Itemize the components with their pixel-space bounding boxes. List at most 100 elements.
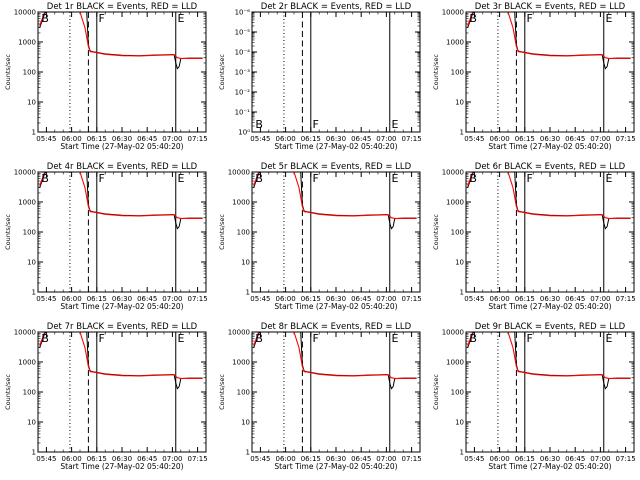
x-axis-label: Start Time (27-May-02 05:40:20) (274, 462, 397, 471)
panel-3: Det 3r BLACK = Events, RED = LLD Counts/s… (432, 2, 636, 151)
marker-letter-b: B (469, 172, 477, 185)
x-tick-label: 06:00 (62, 455, 82, 463)
x-tick-label: 07:15 (616, 295, 636, 303)
y-tick-label: 1 (246, 449, 250, 457)
y-tick-label: 1000 (446, 359, 464, 367)
y-tick-label: 100 (237, 389, 250, 397)
x-tick-label: 06:30 (326, 455, 346, 463)
marker-letter-f: F (312, 118, 318, 131)
y-tick-label: 10 (241, 419, 250, 427)
y-tick-label: 10000 (14, 329, 36, 337)
y-tick-label: 10⁻⁶ (235, 9, 251, 17)
plot-frame (465, 331, 635, 453)
x-tick-label: 05:45 (250, 455, 270, 463)
plot-frame (465, 11, 635, 133)
marker-letter-b: B (255, 172, 263, 185)
panel-title: Det 5r BLACK = Events, RED = LLD (261, 162, 412, 172)
x-tick-label: 05:45 (464, 295, 484, 303)
x-tick-label: 06:45 (351, 455, 371, 463)
y-axis-label: Counts/sec (432, 54, 440, 90)
marker-letter-e: E (177, 12, 184, 25)
y-tick-label: 10000 (228, 329, 250, 337)
marker-letter-f: F (98, 172, 104, 185)
x-tick-label: 07:00 (590, 455, 610, 463)
y-tick-label: 10 (455, 259, 464, 267)
y-tick-label: 10 (455, 99, 464, 107)
y-tick-label: 10 (27, 419, 36, 427)
y-tick-label: 1000 (18, 39, 36, 47)
marker-letter-b: B (255, 332, 263, 345)
x-tick-label: 07:15 (402, 295, 422, 303)
y-tick-label: 1000 (232, 199, 250, 207)
panel-1: Det 1r BLACK = Events, RED = LLD Counts/s… (4, 2, 208, 151)
x-tick-label: 07:15 (188, 455, 208, 463)
x-tick-label: 06:15 (301, 455, 321, 463)
x-tick-label: 05:45 (36, 455, 56, 463)
marker-letter-f: F (98, 332, 104, 345)
x-axis-label: Start Time (27-May-02 05:40:20) (274, 302, 397, 311)
y-tick-label: 100 (451, 229, 464, 237)
y-tick-label: 10 (27, 259, 36, 267)
plot-frame (251, 331, 421, 453)
y-tick-label: 100 (23, 229, 36, 237)
y-tick-label: 100 (451, 69, 464, 77)
x-tick-label: 06:30 (326, 295, 346, 303)
plot-frame (37, 171, 207, 293)
x-tick-label: 07:00 (162, 455, 182, 463)
x-tick-label: 07:15 (402, 135, 422, 143)
x-tick-label: 06:15 (87, 455, 107, 463)
marker-letter-b: B (469, 12, 477, 25)
x-tick-label: 07:15 (616, 135, 636, 143)
x-tick-label: 05:45 (250, 135, 270, 143)
y-tick-label: 100 (23, 389, 36, 397)
y-tick-label: 10⁻¹ (235, 109, 251, 117)
x-tick-label: 07:00 (376, 135, 396, 143)
y-tick-label: 100 (237, 229, 250, 237)
y-axis-label: Counts/sec (218, 214, 226, 250)
panel-2: Det 2r BLACK = Events, RED = LLD Counts/s… (218, 2, 422, 151)
panel-title: Det 9r BLACK = Events, RED = LLD (475, 322, 626, 332)
plot-frame (37, 11, 207, 133)
x-tick-label: 06:00 (490, 135, 510, 143)
x-tick-label: 06:30 (112, 295, 132, 303)
x-tick-label: 06:45 (565, 135, 585, 143)
x-tick-label: 07:15 (188, 135, 208, 143)
y-tick-label: 10000 (442, 169, 464, 177)
x-tick-label: 07:00 (162, 135, 182, 143)
x-tick-label: 06:15 (301, 295, 321, 303)
y-tick-label: 1000 (18, 359, 36, 367)
y-tick-label: 10000 (442, 9, 464, 17)
plot-frame (465, 171, 635, 293)
panel-title: Det 8r BLACK = Events, RED = LLD (261, 322, 412, 332)
x-tick-label: 06:15 (87, 295, 107, 303)
x-tick-label: 06:00 (276, 295, 296, 303)
y-tick-label: 1 (32, 449, 36, 457)
x-tick-label: 06:30 (112, 135, 132, 143)
x-tick-label: 06:30 (540, 455, 560, 463)
x-tick-label: 06:15 (301, 135, 321, 143)
y-tick-label: 10 (455, 419, 464, 427)
x-tick-label: 06:00 (276, 455, 296, 463)
y-tick-label: 10⁻⁴ (235, 49, 251, 57)
x-tick-label: 07:00 (376, 455, 396, 463)
y-tick-label: 1000 (232, 359, 250, 367)
x-tick-label: 06:45 (351, 135, 371, 143)
y-axis-label: Counts/sec (218, 54, 226, 90)
y-tick-label: 10000 (442, 329, 464, 337)
marker-letter-f: F (312, 332, 318, 345)
marker-letter-b: B (41, 172, 49, 185)
y-tick-label: 10 (27, 99, 36, 107)
plot-frame (251, 171, 421, 293)
marker-letter-e: E (177, 332, 184, 345)
panel-title: Det 2r BLACK = Events, RED = LLD (261, 2, 412, 12)
x-tick-label: 06:15 (515, 295, 535, 303)
y-axis-label: Counts/sec (4, 214, 12, 250)
x-tick-label: 07:15 (616, 455, 636, 463)
x-axis-label: Start Time (27-May-02 05:40:20) (274, 142, 397, 151)
x-tick-label: 06:45 (565, 295, 585, 303)
y-tick-label: 1 (246, 289, 250, 297)
x-tick-label: 06:00 (276, 135, 296, 143)
x-tick-label: 07:15 (188, 295, 208, 303)
y-tick-label: 100 (23, 69, 36, 77)
